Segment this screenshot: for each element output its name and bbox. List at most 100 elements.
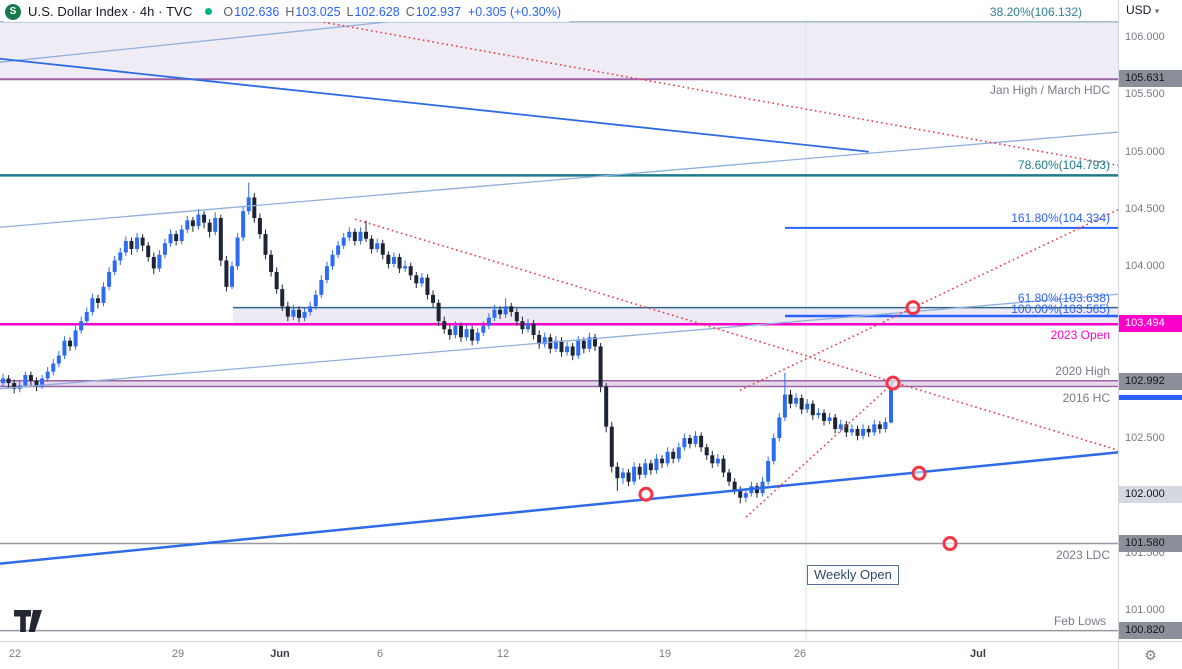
- tradingview-logo[interactable]: [14, 610, 42, 633]
- channel-lower[interactable]: [0, 293, 1118, 390]
- symbol-legend[interactable]: S U.S. Dollar Index · 4h · TVC O102.636 …: [2, 1, 572, 22]
- candle-body: [79, 321, 84, 331]
- candle-body: [403, 266, 408, 269]
- candle-body: [51, 363, 56, 372]
- price-tick: 105.500: [1125, 88, 1165, 101]
- close-value: C102.937: [405, 4, 461, 19]
- candle-body: [676, 447, 681, 459]
- candle-body: [682, 438, 687, 448]
- candle-body: [654, 458, 659, 471]
- candle-body: [849, 428, 854, 433]
- candle-body: [34, 380, 39, 387]
- red-asc-long[interactable]: [739, 208, 1118, 392]
- red-desc-upper[interactable]: [214, 1, 1118, 167]
- candle-body: [202, 214, 207, 223]
- candle-body: [738, 489, 743, 498]
- candle-body: [833, 417, 838, 429]
- price-axis[interactable]: USD ▾ 106.000 105.500 105.000 104.500 104.00…: [1118, 0, 1182, 641]
- price-level-label: 102.000: [1119, 486, 1182, 504]
- candle-body: [805, 403, 810, 410]
- resistance-trendline[interactable]: [0, 57, 869, 153]
- marker-circle[interactable]: [911, 465, 927, 481]
- candle-body: [889, 388, 894, 423]
- candle-body: [693, 435, 698, 444]
- channel-upper[interactable]: [0, 131, 1118, 228]
- candle-body: [475, 332, 480, 341]
- candle-body: [73, 330, 78, 347]
- candle-body: [615, 466, 620, 479]
- weekly-open-label[interactable]: Weekly Open: [807, 565, 899, 585]
- candle-body: [151, 257, 156, 269]
- candle-body: [101, 286, 106, 303]
- candle-body: [285, 306, 290, 317]
- candle-body: [162, 243, 167, 255]
- candle-body: [559, 340, 564, 353]
- candle-body: [436, 302, 441, 322]
- zone-zone-1035[interactable]: [233, 307, 1118, 325]
- price-level-label: 100.820: [1119, 621, 1182, 639]
- support-trendline[interactable]: [0, 451, 1118, 565]
- marker-circle[interactable]: [885, 375, 901, 391]
- red-asc-steep[interactable]: [745, 382, 894, 518]
- chart-canvas[interactable]: 38.20%(106.132) Jan High / March HDC 78.60…: [0, 0, 1118, 641]
- candle-body: [838, 424, 843, 429]
- candle-body: [861, 428, 866, 436]
- candle-body: [576, 340, 581, 356]
- candle-body: [157, 254, 162, 269]
- candle-body: [313, 294, 318, 307]
- candle-body: [632, 466, 637, 482]
- symbol-title[interactable]: U.S. Dollar Index · 4h · TVC: [28, 4, 193, 19]
- price-tick: 102.500: [1125, 432, 1165, 445]
- candle-body: [6, 378, 11, 384]
- candle-body: [263, 234, 268, 255]
- candle-body: [827, 417, 832, 421]
- high-value: H103.025: [285, 4, 341, 19]
- ohlc-values: O102.636 H103.025 L102.628 C102.937: [223, 5, 461, 19]
- candle-body: [336, 245, 341, 255]
- red-desc-lower[interactable]: [354, 218, 1118, 451]
- candle-body: [743, 493, 748, 498]
- channel-steep[interactable]: [0, 16, 431, 63]
- candle-body: [235, 237, 240, 267]
- marker-circle[interactable]: [638, 486, 654, 502]
- marker-circle[interactable]: [905, 300, 921, 316]
- candle-body: [660, 458, 665, 464]
- candle-body: [782, 394, 787, 418]
- price-tick: 104.000: [1125, 260, 1165, 273]
- candle-body: [246, 197, 251, 212]
- zone-zone-106[interactable]: [0, 21, 1118, 80]
- chevron-down-icon: ▾: [1154, 6, 1160, 16]
- currency-selector[interactable]: USD ▾: [1126, 3, 1160, 17]
- price-tick: 104.500: [1125, 202, 1165, 215]
- candle-body: [90, 298, 95, 313]
- marker-circle[interactable]: [942, 536, 958, 552]
- candle-body: [218, 218, 223, 261]
- candle-body: [280, 289, 285, 307]
- candle-body: [453, 325, 458, 335]
- candlestick-chart[interactable]: [0, 0, 1118, 641]
- candle-body: [877, 424, 882, 429]
- candle-body: [537, 334, 542, 345]
- candle-body: [581, 340, 586, 349]
- gear-icon[interactable]: ⚙: [1144, 647, 1157, 663]
- time-axis[interactable]: 22 29 Jun 6 12 19 26 Jul: [0, 641, 1118, 669]
- candle-body: [62, 340, 67, 356]
- candle-body: [542, 337, 547, 345]
- candle-body: [464, 329, 469, 338]
- zone-zone-1030[interactable]: [0, 380, 1118, 387]
- candle-body: [140, 237, 145, 246]
- candle-body: [319, 279, 324, 295]
- low-value: L102.628: [346, 4, 400, 19]
- candle-body: [799, 397, 804, 410]
- candle-body: [754, 486, 759, 494]
- candle-body: [302, 312, 307, 318]
- candle-body: [794, 397, 799, 404]
- time-tick-19: 19: [658, 648, 672, 660]
- candle-body: [525, 323, 530, 330]
- candle-body: [721, 458, 726, 473]
- candle-body: [593, 337, 598, 347]
- candle-body: [84, 312, 89, 322]
- candle-body: [531, 323, 536, 335]
- candle-body: [715, 458, 720, 464]
- candle-body: [587, 337, 592, 349]
